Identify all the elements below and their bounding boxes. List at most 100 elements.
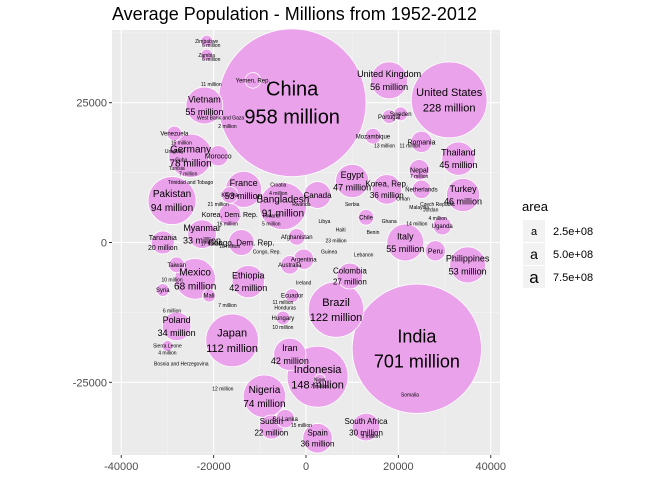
legend-label: 7.5e+08 — [553, 272, 593, 284]
bubble — [280, 255, 300, 275]
y-tick-label: 0 — [101, 238, 107, 250]
bubble-country-label: United Kingdom — [357, 69, 421, 79]
background-label: Ireland — [296, 280, 312, 286]
bubble-country-label: Mexico — [179, 267, 211, 278]
bubble-country-label: Sierra Leone — [153, 344, 182, 350]
bubble-population-label: 91 million — [262, 209, 304, 220]
background-label: Ghana — [382, 219, 397, 225]
legend-key-glyph: a — [529, 268, 539, 287]
bubble-country-label: Peru — [428, 248, 443, 255]
bubble-population-label: 56 million — [370, 82, 408, 92]
bubble-population-label: 46 million — [444, 196, 482, 206]
bubble-country-label: Venezuela — [160, 132, 189, 138]
background-label: 6 million — [202, 57, 221, 63]
background-label: West Bank and Gaza — [197, 115, 244, 121]
bubble — [410, 130, 433, 153]
bubble-layer: China 958 million India 701 million United S… — [147, 28, 490, 454]
bubble-country-label: Yemen, Rep. — [236, 78, 271, 84]
bubble-country-label: Chile — [359, 215, 373, 221]
bubble-population-label: 53 million — [225, 191, 263, 201]
bubble-country-label: Japan — [217, 328, 247, 340]
background-label: Malaysia — [409, 205, 429, 211]
bubble-country-label: Korea, Rep. — [365, 180, 408, 189]
background-label: Cuba — [175, 157, 187, 163]
background-label: 5 million — [262, 222, 281, 228]
bubble-country-label: United States — [416, 87, 483, 99]
bubble-country-label: Afghanistan — [281, 235, 313, 241]
bubble — [302, 423, 333, 454]
bubble — [424, 240, 446, 262]
bubble-country-label: Syria — [156, 288, 170, 294]
bubble-population-label: 27 million — [333, 277, 367, 286]
background-label: 13 million — [374, 143, 395, 149]
chart-title: Average Population - Millions from 1952-… — [112, 4, 477, 24]
bubble — [307, 281, 365, 338]
bubble-population-label: 55 million — [386, 244, 424, 254]
bubble — [273, 337, 307, 371]
bubble-country-label: Hungary — [272, 316, 295, 322]
background-label: Libya — [318, 219, 330, 225]
bubble-country-label: India — [397, 326, 437, 346]
legend-label: 5.0e+08 — [553, 249, 593, 261]
x-tick-label: -20000 — [196, 461, 230, 473]
background-label: 15 million — [291, 423, 312, 429]
bubble-country-label: Mali — [203, 294, 214, 300]
legend-key — [523, 243, 545, 265]
bubble — [313, 373, 326, 386]
legend-key-glyph: a — [530, 246, 538, 262]
legend-label: 2.5e+08 — [553, 226, 593, 238]
bubble — [351, 283, 482, 414]
bubble — [161, 311, 192, 342]
bubble-country-label: Germany — [170, 144, 211, 155]
y-tick-label: 25000 — [76, 98, 107, 110]
background-label: Czech Republic — [420, 202, 456, 208]
bubble-country-label: Australia — [278, 263, 302, 269]
bubble-population-label: 112 million — [206, 343, 258, 355]
bubble-country-label: Canada — [304, 191, 333, 200]
bubble-country-label: Romania — [407, 139, 435, 146]
background-label: Oman — [396, 197, 410, 203]
bubble-population-label: 36 million — [301, 440, 335, 449]
bubble-country-label: China — [266, 79, 319, 101]
background-label: 11 million — [273, 300, 294, 306]
bubble — [187, 219, 217, 249]
bubble — [150, 230, 175, 255]
bubble-population-label: 30 million — [349, 428, 383, 437]
bubble-country-label: Taiwan — [167, 263, 186, 269]
bubble — [202, 288, 216, 303]
x-tick-label: 40000 — [475, 461, 506, 473]
bubble-country-label: Iran — [282, 343, 298, 353]
bubble-country-label: Myanmar — [183, 223, 221, 233]
bubble-country-label: Egypt — [341, 170, 365, 180]
bubble-population-label: 78 million — [169, 158, 211, 169]
bubble — [174, 258, 216, 300]
bubble-population-label: 33 million — [183, 236, 221, 246]
bubble — [410, 61, 488, 139]
bubble-population-label: 122 million — [310, 312, 363, 324]
background-label: 2 million — [218, 124, 237, 130]
bubble-country-label: Turkey — [449, 184, 477, 194]
bubble-country-label: Spain — [307, 428, 327, 437]
bubble — [381, 109, 397, 125]
background-label: 10 million — [272, 325, 293, 331]
background-label: 17 million — [201, 241, 222, 247]
bubble-population-label: 20 million — [148, 245, 178, 252]
bubble-country-label: Netherlands — [405, 187, 437, 193]
background-label-layer: 6 million 6 million 11 million West Bank an… — [154, 43, 456, 440]
background-label: 7 million — [218, 303, 237, 309]
bubble — [227, 229, 255, 256]
background-label: 14 million — [406, 222, 427, 228]
bubble-population-label: 45 million — [439, 160, 477, 170]
bubble-population-label: 68 million — [174, 281, 216, 292]
background-label: 21 million — [208, 202, 229, 208]
background-label: 4 million — [158, 350, 177, 356]
background-label: Serbia — [345, 202, 360, 208]
bubble-population-label: 958 million — [244, 107, 340, 129]
legend: area a 2.5e+08 a 5.0e+08 a 7.5e+08 — [522, 199, 593, 288]
bubble-country-label: Tanzania — [149, 235, 177, 242]
bubble-population-label: 55 million — [185, 107, 223, 117]
bubble-country-label: Niger — [314, 377, 326, 383]
bubble-country-label: Philippines — [446, 254, 490, 264]
bubble-country-label: France — [230, 178, 258, 188]
bubble-country-label: Bangladesh — [256, 195, 309, 206]
